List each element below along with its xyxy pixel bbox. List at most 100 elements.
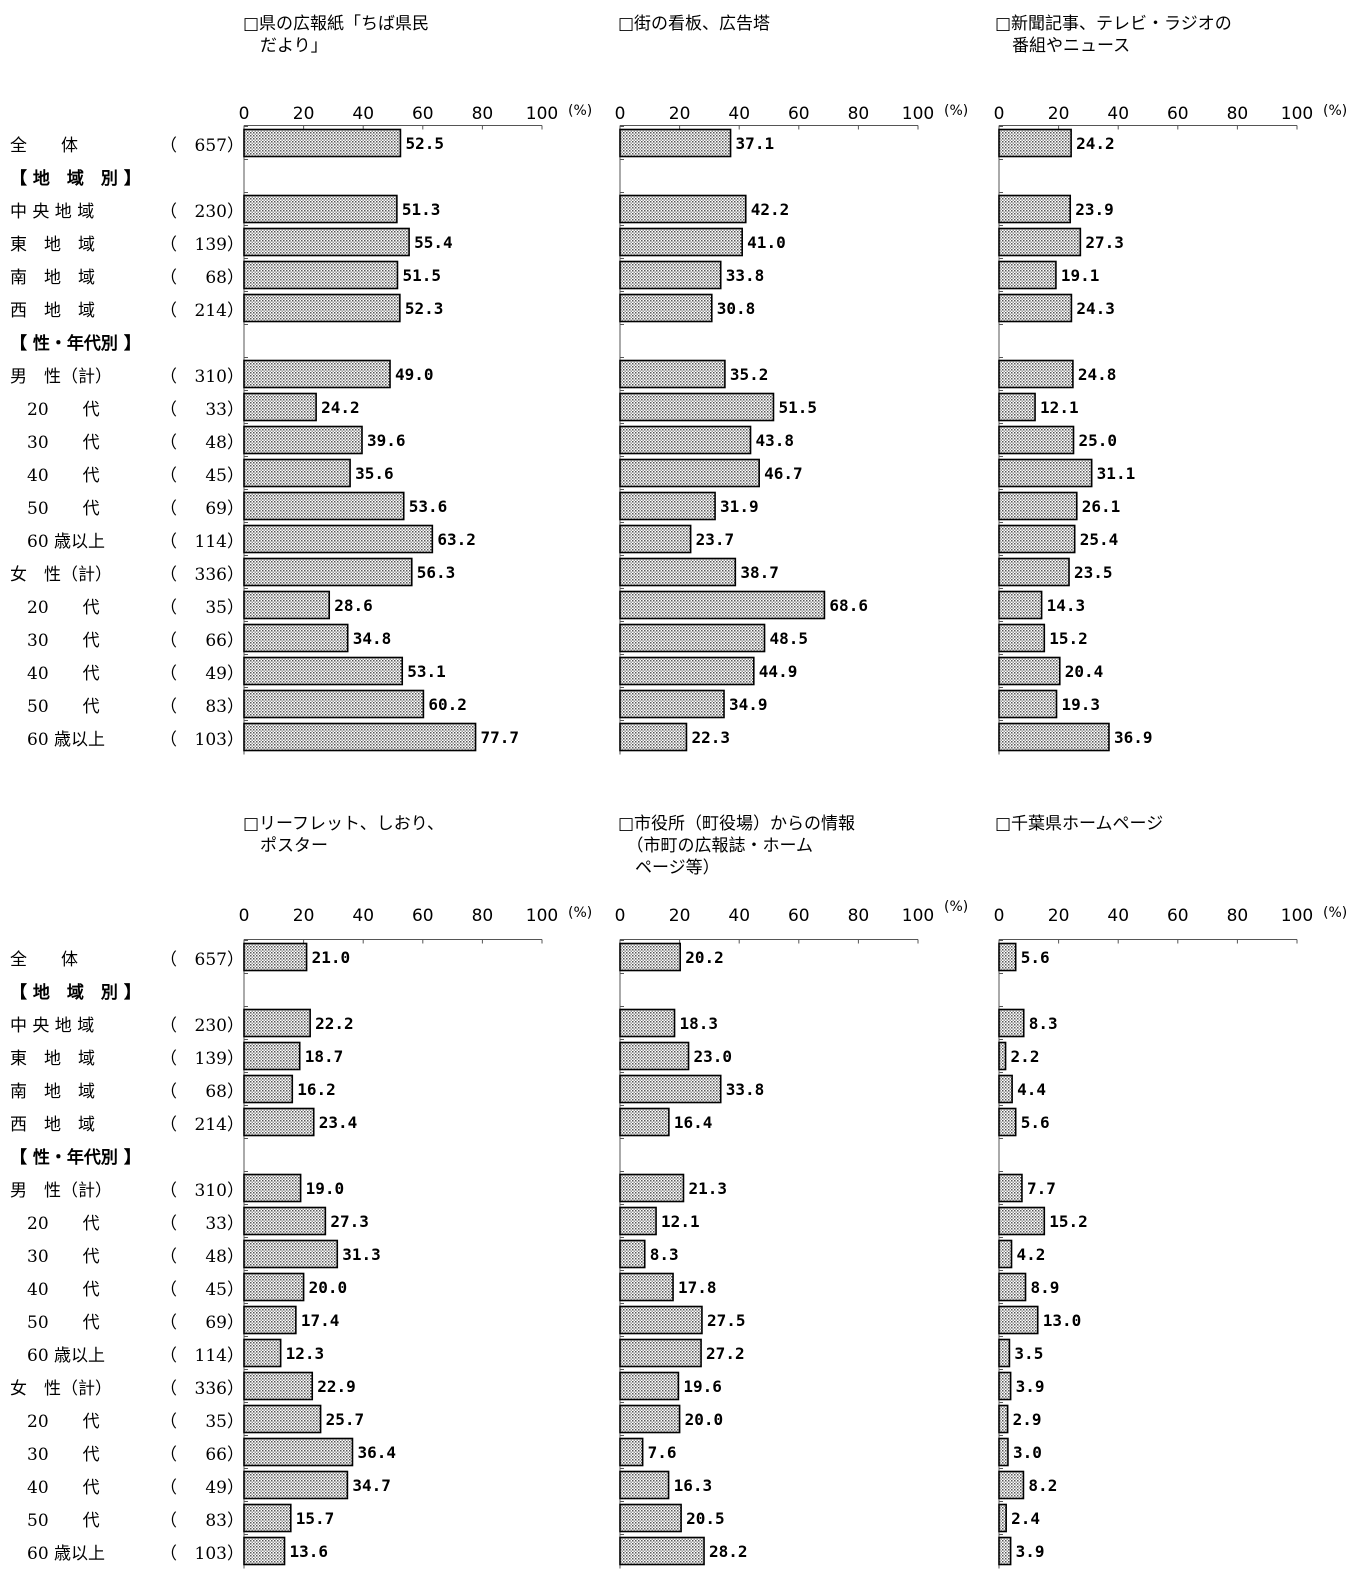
row-sample-size: （48） xyxy=(160,433,244,453)
bar-value-label: 77.7 xyxy=(481,728,520,747)
bar-value-label: 46.7 xyxy=(764,464,803,483)
row-label: 西 地 域 （214） xyxy=(10,296,244,321)
row-label: 20 代 （33） xyxy=(10,395,244,420)
bar-value-label: 20.0 xyxy=(685,1410,724,1429)
bar-value-label: 36.9 xyxy=(1114,728,1153,747)
bar-value-label: 25.4 xyxy=(1080,530,1119,549)
x-axis-unit: (%) xyxy=(1323,103,1347,119)
bar xyxy=(998,1272,1027,1302)
bar-chart-panel: 0 20 40 60 80 100 (%) 5.6 8.3 2.2 4.4 5.6 7.7 15.24.2… xyxy=(994,905,1347,1569)
row-sample-size: （68） xyxy=(160,1082,244,1102)
bar-value-label: 63.2 xyxy=(437,530,476,549)
bar-value-label: 12.3 xyxy=(286,1344,325,1363)
bar-value-label: 25.0 xyxy=(1079,431,1118,450)
bar-value-label: 31.3 xyxy=(342,1245,381,1264)
row-sample-size: （69） xyxy=(160,1313,244,1333)
row-sample-size: （214） xyxy=(160,1115,244,1135)
bar xyxy=(243,458,351,488)
section-header: 【 地 域 別 】 xyxy=(10,978,141,1003)
bar xyxy=(619,293,713,323)
bar xyxy=(243,623,349,653)
row-label: 東 地 域 （139） xyxy=(10,1044,244,1069)
bar xyxy=(619,1107,670,1137)
bar-value-label: 22.3 xyxy=(691,728,730,747)
row-label: 40 代 （49） xyxy=(10,659,244,684)
bar-value-label: 15.2 xyxy=(1049,1212,1088,1231)
row-sample-size: （310） xyxy=(160,367,244,387)
row-sample-size: （69） xyxy=(160,499,244,519)
x-tick-label: 20 xyxy=(669,906,691,926)
bar xyxy=(243,689,425,719)
bar-value-label: 2.4 xyxy=(1011,1509,1040,1528)
bar-value-label: 21.0 xyxy=(312,948,351,967)
bar xyxy=(998,1305,1039,1335)
row-label: 全 体 （657） xyxy=(10,945,244,970)
bar-value-label: 34.8 xyxy=(353,629,392,648)
chart-title: □市役所（町役場）からの情報 （市町の広報誌・ホーム ページ等） xyxy=(618,814,856,878)
x-tick-label: 40 xyxy=(1107,906,1129,926)
x-tick-label: 20 xyxy=(293,104,315,124)
bar-value-label: 31.9 xyxy=(720,497,759,516)
bar-value-label: 27.5 xyxy=(707,1311,746,1330)
bar-value-label: 2.2 xyxy=(1011,1047,1040,1066)
row-label: 全 体 （657） xyxy=(10,131,244,156)
bar xyxy=(243,1338,282,1368)
bar-value-label: 8.3 xyxy=(650,1245,679,1264)
bar-value-label: 18.7 xyxy=(305,1047,344,1066)
row-sample-size: （48） xyxy=(160,1247,244,1267)
bar xyxy=(998,1470,1025,1500)
x-tick-label: 100 xyxy=(902,906,934,926)
row-label-text: 60 歳以上 xyxy=(10,730,106,750)
row-sample-size: （45） xyxy=(160,1280,244,1300)
bar-value-label: 41.0 xyxy=(747,233,786,252)
bar-value-label: 51.5 xyxy=(402,266,441,285)
section-header: 【 地 域 別 】 xyxy=(10,164,141,189)
row-label-text: 男 性（計） xyxy=(10,367,112,387)
row-sample-size: （66） xyxy=(160,631,244,651)
bar-value-label: 23.7 xyxy=(696,530,735,549)
row-label: 男 性（計） （310） xyxy=(10,1176,244,1201)
bar xyxy=(998,128,1072,158)
x-tick-label: 100 xyxy=(902,104,934,124)
x-axis-unit: (%) xyxy=(1323,905,1347,921)
chart-title: □街の看板、広告塔 xyxy=(618,14,771,34)
bar-value-label: 4.4 xyxy=(1017,1080,1046,1099)
row-label-text: 女 性（計） xyxy=(10,1379,112,1399)
x-tick-label: 60 xyxy=(788,906,810,926)
bar xyxy=(998,942,1017,972)
bar xyxy=(619,392,775,422)
bar xyxy=(243,1404,322,1434)
x-axis-unit: (%) xyxy=(568,905,592,921)
bar xyxy=(998,1536,1012,1566)
bar xyxy=(243,1107,315,1137)
bar-value-label: 12.1 xyxy=(661,1212,700,1231)
x-tick-label: 40 xyxy=(1107,104,1129,124)
bar xyxy=(619,1074,722,1104)
bar-value-label: 20.4 xyxy=(1065,662,1104,681)
chart-title: □リーフレット、しおり、 ポスター xyxy=(243,814,445,856)
bar-value-label: 55.4 xyxy=(414,233,453,252)
row-sample-size: （139） xyxy=(160,1049,244,1069)
bar-value-label: 3.5 xyxy=(1014,1344,1043,1363)
bar xyxy=(998,1338,1011,1368)
row-label: 20 代 （35） xyxy=(10,593,244,618)
bar-value-label: 34.7 xyxy=(352,1476,391,1495)
bar xyxy=(619,656,755,686)
bar xyxy=(998,557,1070,587)
row-label-text: 50 代 xyxy=(10,697,100,717)
x-tick-label: 0 xyxy=(994,104,1005,124)
bar-value-label: 19.1 xyxy=(1061,266,1100,285)
bar xyxy=(243,722,477,752)
bar-value-label: 5.6 xyxy=(1021,948,1050,967)
bar xyxy=(243,194,398,224)
row-label-text: 50 代 xyxy=(10,499,100,519)
x-tick-label: 0 xyxy=(239,906,250,926)
bar xyxy=(998,260,1057,290)
row-label: 40 代 （45） xyxy=(10,461,244,486)
bar xyxy=(619,194,747,224)
row-label-text: 全 体 xyxy=(10,950,78,970)
chart-title: □新聞記事、テレビ・ラジオの 番組やニュース xyxy=(995,14,1232,56)
bar xyxy=(998,227,1082,257)
x-tick-label: 40 xyxy=(352,104,374,124)
bar xyxy=(619,1008,676,1038)
